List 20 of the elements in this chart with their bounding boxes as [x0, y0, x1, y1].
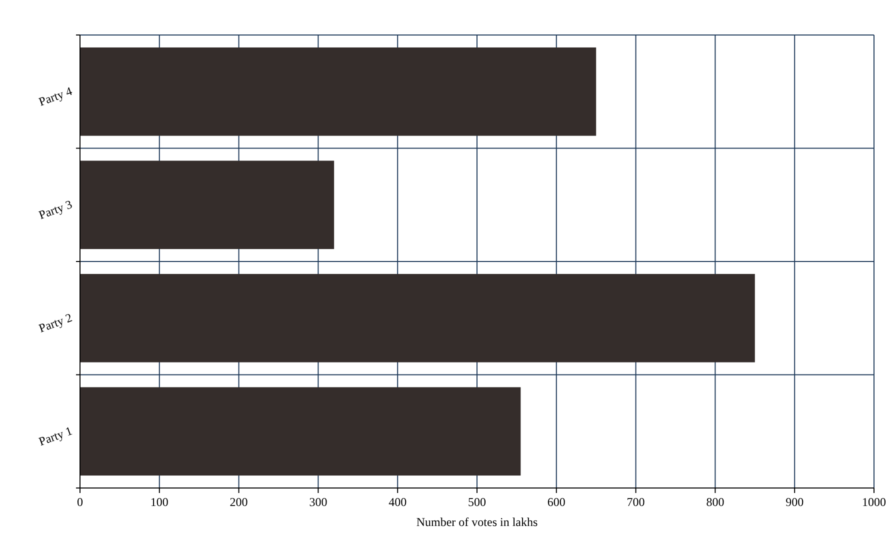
y-tick-label: Party 3: [36, 197, 74, 222]
y-tick-label: Party 4: [36, 84, 74, 109]
x-tick-label: 600: [547, 495, 566, 509]
x-tick-label: 0: [77, 495, 83, 509]
bar: [80, 274, 755, 362]
x-tick-label: 400: [388, 495, 407, 509]
y-tick-label: Party 1: [36, 424, 74, 449]
x-tick-label: 300: [309, 495, 328, 509]
x-tick-label: 900: [786, 495, 804, 509]
bar: [80, 160, 334, 250]
x-tick-label: 1000: [862, 495, 886, 509]
x-tick-label: 800: [706, 495, 724, 509]
bar: [80, 47, 596, 136]
y-tick-label: Party 2: [36, 310, 74, 336]
x-axis-title: Number of votes in lakhs: [416, 515, 538, 529]
x-tick-label: 700: [626, 495, 645, 509]
x-tick-label: 200: [230, 495, 248, 509]
bar: [80, 387, 521, 476]
x-tick-label: 100: [150, 495, 168, 509]
x-tick-label: 500: [468, 495, 486, 509]
